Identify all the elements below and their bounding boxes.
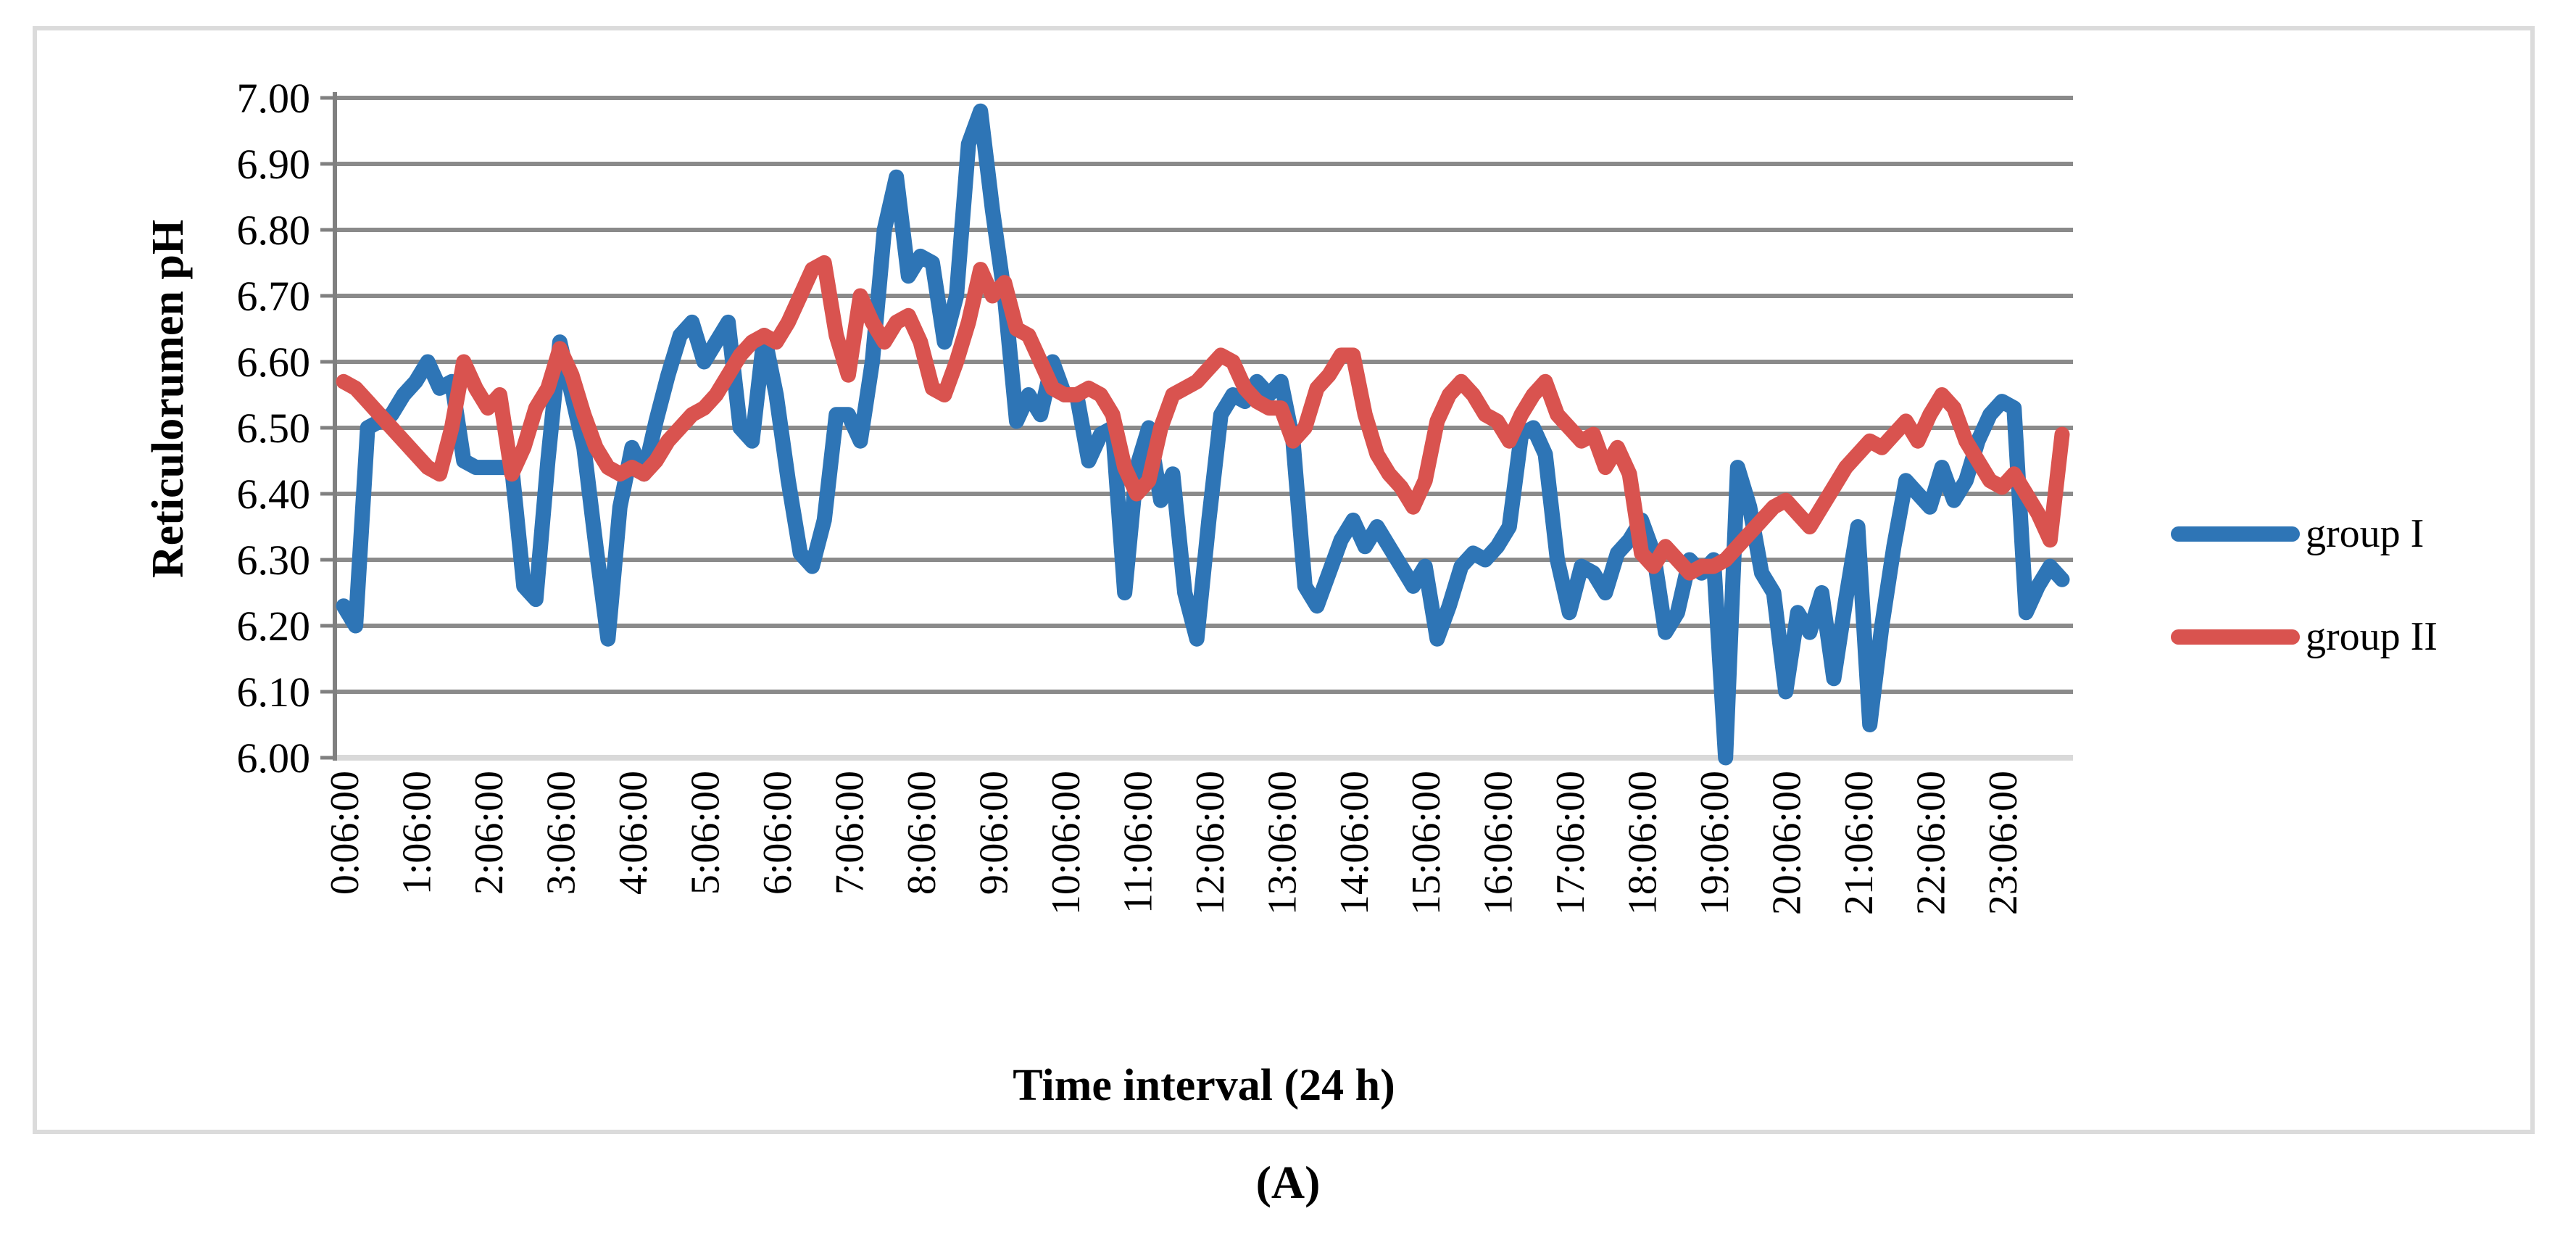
- x-tick-label: 5:06:00: [683, 771, 728, 895]
- y-tick-label: 6.60: [237, 339, 311, 386]
- x-tick-label: 4:06:00: [611, 771, 656, 895]
- x-axis-title: Time interval (24 h): [1013, 1061, 1395, 1110]
- x-tick-label: 2:06:00: [467, 771, 512, 895]
- x-tick-label: 3:06:00: [539, 771, 583, 895]
- y-tick-label: 6.90: [237, 141, 311, 188]
- x-tick-labels: 0:06:00 1:06:00 2:06:00 3:06:00 4:06:00 5:06:…: [323, 771, 2026, 915]
- y-tick-label: 6.00: [237, 735, 311, 782]
- x-tick-label: 14:06:00: [1332, 771, 1377, 915]
- x-tick-label: 16:06:00: [1476, 771, 1521, 915]
- series-line-group-i: [336, 103, 2070, 766]
- y-tick-label: 6.70: [237, 273, 311, 320]
- chart-frame: [33, 26, 2535, 1134]
- y-tick-label: 6.50: [237, 405, 311, 452]
- x-tick-label: 9:06:00: [971, 771, 1016, 895]
- legend-swatch-group-i-line-icon: [2171, 526, 2300, 542]
- x-tick-label: 6:06:00: [755, 771, 800, 895]
- y-tick-label: 6.20: [237, 603, 311, 650]
- y-tick-label: 6.80: [237, 207, 311, 254]
- y-tick-labels: 7.00 6.90 6.80 6.70 6.60 6.50 6.40 6.30 6.20 6.10…: [237, 75, 311, 782]
- x-tick-label: 1:06:00: [394, 771, 439, 895]
- x-tick-label: 20:06:00: [1765, 771, 1810, 915]
- x-tick-label: 12:06:00: [1188, 771, 1233, 915]
- y-axis-title: Reticulorumen pH: [144, 219, 193, 579]
- y-tick-label: 6.40: [237, 471, 311, 518]
- y-tick-label: 7.00: [237, 75, 311, 122]
- y-tick-label: 6.30: [237, 537, 311, 584]
- legend-swatch-group-ii-line-icon: [2171, 629, 2300, 645]
- legend-label-group-i: group I: [2306, 511, 2425, 556]
- x-tick-label: 11:06:00: [1115, 771, 1160, 914]
- x-tick-label: 7:06:00: [827, 771, 872, 895]
- x-tick-label: 18:06:00: [1621, 771, 1666, 915]
- y-axis: [320, 92, 337, 761]
- legend-item-group-ii: group II: [2171, 615, 2438, 658]
- legend-item-group-i: group I: [2171, 512, 2438, 555]
- x-tick-label: 13:06:00: [1260, 771, 1305, 915]
- x-tick-label: 0:06:00: [323, 771, 367, 895]
- x-tick-label: 21:06:00: [1837, 771, 1882, 915]
- legend: group I group II: [2171, 512, 2438, 658]
- x-tick-label: 15:06:00: [1404, 771, 1449, 915]
- figure-caption: (A): [1255, 1157, 1321, 1208]
- x-tick-label: 8:06:00: [899, 771, 944, 895]
- legend-label-group-ii: group II: [2306, 614, 2438, 659]
- x-tick-label: 17:06:00: [1548, 771, 1593, 915]
- x-tick-label: 10:06:00: [1044, 771, 1089, 915]
- x-tick-label: 19:06:00: [1692, 771, 1737, 915]
- series-line-group-ii: [336, 255, 2070, 581]
- x-tick-label: 22:06:00: [1909, 771, 1954, 915]
- y-tick-label: 6.10: [237, 669, 311, 716]
- x-tick-label: 23:06:00: [1981, 771, 2026, 915]
